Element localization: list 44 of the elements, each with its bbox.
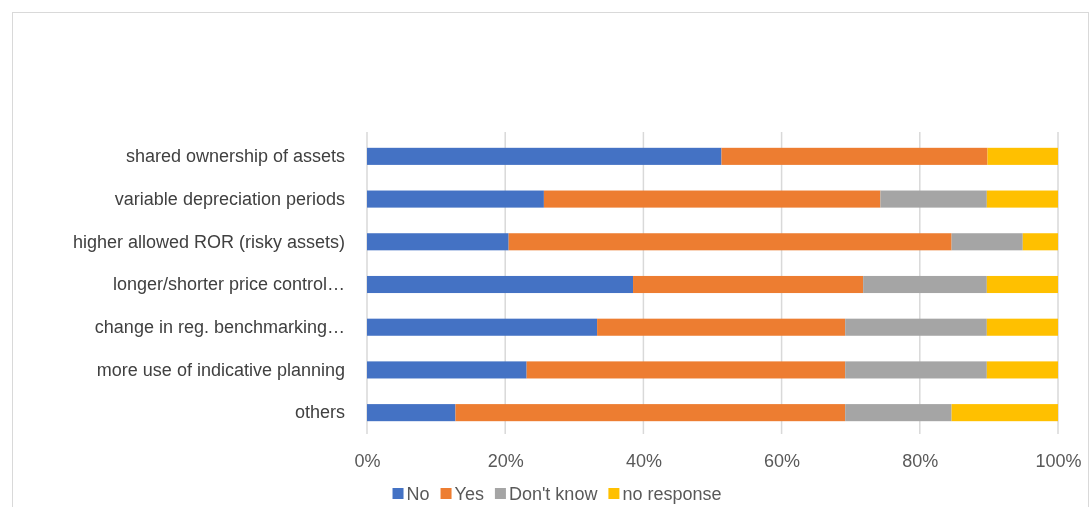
bar (951, 233, 1023, 251)
bar (880, 190, 987, 208)
x-tick-label: 0% (354, 450, 381, 471)
bar (367, 361, 527, 379)
bar (845, 318, 987, 336)
legend-label: Yes (454, 484, 484, 504)
bar (526, 361, 846, 379)
y-tick-label: change in reg. benchmarking… (94, 316, 345, 337)
x-tick-label: 80% (902, 450, 939, 471)
bar (543, 190, 881, 208)
bar (863, 275, 987, 294)
bar (986, 190, 1058, 208)
x-tick-label: 100% (1035, 450, 1082, 471)
bar (367, 233, 509, 251)
bar (951, 404, 1058, 422)
bar (987, 147, 1058, 165)
legend-label: No (406, 484, 430, 504)
bar (367, 147, 722, 165)
bar (721, 147, 988, 165)
legend-label: Don't know (508, 484, 599, 504)
bar (986, 275, 1058, 294)
bar (367, 404, 456, 422)
y-tick-label: higher allowed ROR (risky assets) (72, 231, 345, 252)
y-tick-label: variable depreciation periods (114, 188, 345, 209)
bar (597, 318, 846, 336)
bar (367, 318, 598, 336)
y-tick-label: more use of indicative planning (96, 359, 345, 380)
bar (633, 275, 864, 294)
bar (845, 361, 987, 379)
y-tick-label: longer/shorter price control… (112, 274, 345, 295)
bar (986, 361, 1058, 379)
bar (367, 275, 634, 294)
x-tick-label: 20% (487, 450, 524, 471)
bar (455, 404, 846, 422)
y-tick-label: shared ownership of assets (125, 146, 345, 167)
bar (1022, 233, 1058, 251)
legend-label: no response (622, 484, 722, 504)
bar (367, 190, 544, 208)
bar (845, 404, 952, 422)
x-tick-label: 60% (764, 450, 801, 471)
x-tick-label: 40% (625, 450, 662, 471)
bar (986, 318, 1058, 336)
y-tick-label: others (294, 402, 345, 423)
bar (508, 233, 952, 251)
